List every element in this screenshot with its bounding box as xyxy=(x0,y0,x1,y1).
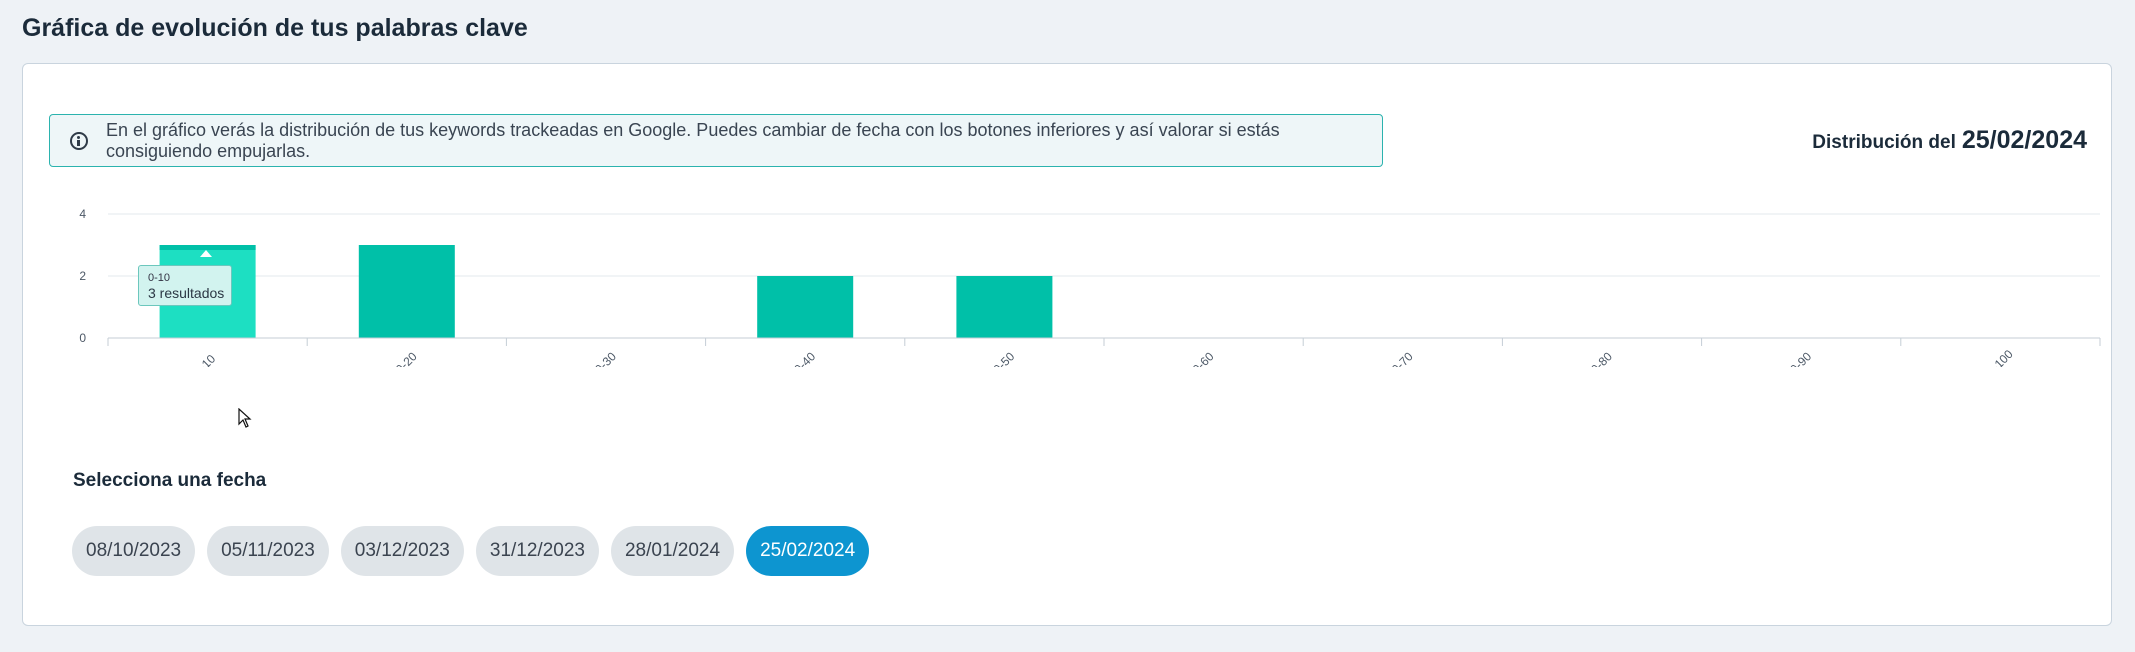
distribution-heading: Distribución del 25/02/2024 xyxy=(1812,126,2087,155)
select-date-title: Selecciona una fecha xyxy=(73,470,267,491)
bar-40-50[interactable] xyxy=(956,276,1053,338)
x-tick-label: 70-80 xyxy=(1583,349,1615,367)
bar-hover-cap xyxy=(159,245,256,250)
x-tick-label: 10-20 xyxy=(388,349,420,367)
mouse-cursor-icon xyxy=(238,408,252,428)
bar-30-40[interactable] xyxy=(757,276,854,338)
x-tick-label: 50-60 xyxy=(1185,349,1217,367)
date-button-28-01-2024[interactable]: 28/01/2024 xyxy=(610,526,735,576)
tooltip-value: 3 resultados xyxy=(148,285,225,301)
distribution-date: 25/02/2024 xyxy=(1961,126,2087,154)
date-button-08-10-2023[interactable]: 08/10/2023 xyxy=(72,526,196,576)
x-tick-label: 80-90 xyxy=(1783,349,1815,367)
keyword-evolution-card: En el gráfico verás la distribución de t… xyxy=(22,63,2112,626)
date-button-31-12-2023[interactable]: 31/12/2023 xyxy=(475,526,599,576)
info-banner: En el gráfico verás la distribución de t… xyxy=(49,114,1383,167)
chart-tooltip: 0-10 3 resultados xyxy=(138,265,232,306)
bar-10-20[interactable] xyxy=(358,245,455,338)
x-tick-label: 0-10 xyxy=(191,352,218,367)
x-tick-label: 90-100 xyxy=(1979,347,2016,367)
distribution-label: Distribución del xyxy=(1812,132,1956,153)
x-tick-label: 20-30 xyxy=(587,349,619,367)
date-button-25-02-2024[interactable]: 25/02/2024 xyxy=(746,526,870,576)
info-circle-icon xyxy=(70,131,88,150)
keyword-distribution-chart: 0 2 4 0-10 10-20 20-30 30-40 40-50 50-60 60-70 70-… xyxy=(79,207,2101,367)
date-selector: 08/10/2023 05/11/2023 03/12/2023 31/12/2023… xyxy=(72,526,870,576)
x-tick-label: 40-50 xyxy=(986,349,1018,367)
y-tick-label: 0 xyxy=(79,331,86,345)
date-button-03-12-2023[interactable]: 03/12/2023 xyxy=(340,526,464,576)
x-tick-label: 30-40 xyxy=(787,349,819,367)
tooltip-category: 0-10 xyxy=(148,272,171,284)
info-text: En el gráfico verás la distribución de t… xyxy=(106,119,1280,161)
x-tick-label: 60-70 xyxy=(1384,349,1416,367)
page-title: Gráfica de evolución de tus palabras cla… xyxy=(22,14,528,42)
y-tick-label: 4 xyxy=(79,207,86,221)
y-tick-label: 2 xyxy=(79,269,86,283)
date-button-05-11-2023[interactable]: 05/11/2023 xyxy=(207,526,329,576)
tooltip-arrow xyxy=(200,250,212,257)
